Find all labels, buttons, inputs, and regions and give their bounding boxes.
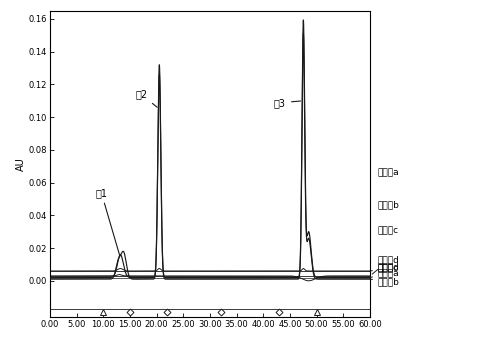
Text: 色谱图a: 色谱图a	[370, 269, 400, 278]
Text: 色谱图d: 色谱图d	[378, 262, 400, 271]
Text: 色谱图c: 色谱图c	[378, 226, 398, 235]
Y-axis label: AU: AU	[16, 157, 26, 171]
Text: 色谱图b: 色谱图b	[370, 277, 400, 286]
Text: 色谱图c: 色谱图c	[370, 264, 399, 273]
Text: 劔1: 劔1	[96, 188, 120, 255]
Text: 劔2: 劔2	[136, 90, 157, 107]
Text: 色谱图a: 色谱图a	[378, 168, 399, 177]
Text: 色谱图d: 色谱图d	[372, 256, 400, 274]
Text: 劔3: 劔3	[274, 98, 300, 108]
Text: 色谱图b: 色谱图b	[378, 201, 400, 210]
